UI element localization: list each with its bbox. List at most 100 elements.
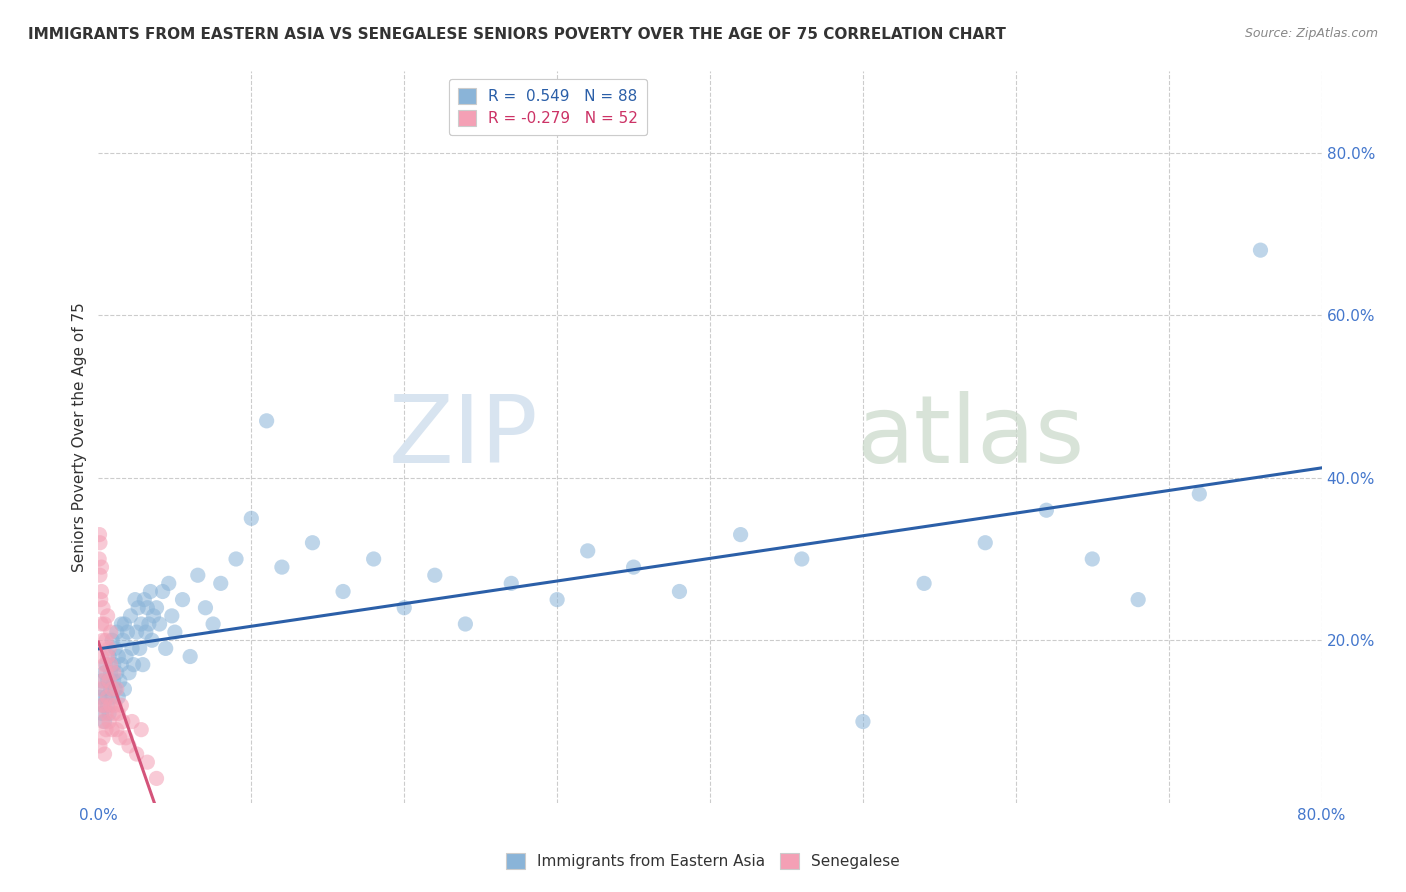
Point [93, 714, 115, 729]
Point [103, 706, 125, 721]
Point [546, 592, 568, 607]
Point [98, 706, 121, 721]
Point [101, 723, 124, 737]
Point [1249, 243, 1271, 257]
Point [97, 673, 120, 688]
Point [100, 698, 122, 713]
Point [125, 625, 148, 640]
Point [91, 681, 114, 696]
Point [149, 617, 172, 632]
Point [94, 657, 117, 672]
Point [89, 690, 111, 705]
Point [98, 673, 121, 688]
Point [107, 649, 129, 664]
Point [111, 714, 134, 729]
Point [115, 731, 138, 745]
Point [124, 592, 146, 607]
Point [91, 731, 114, 745]
Point [93, 617, 115, 632]
Point [90, 706, 112, 721]
Point [1081, 552, 1104, 566]
Point [120, 608, 142, 623]
Point [89, 552, 111, 566]
Point [110, 617, 132, 632]
Point [225, 552, 247, 566]
Point [160, 608, 183, 623]
Point [136, 755, 159, 769]
Point [105, 665, 128, 680]
Point [103, 657, 125, 672]
Point [129, 723, 152, 737]
Point [103, 665, 125, 680]
Point [118, 665, 141, 680]
Point [89, 739, 111, 753]
Point [89, 568, 111, 582]
Point [97, 608, 120, 623]
Point [270, 560, 292, 574]
Point [576, 544, 599, 558]
Point [98, 649, 121, 664]
Point [363, 552, 385, 566]
Point [172, 592, 194, 607]
Point [301, 535, 323, 549]
Point [91, 714, 114, 729]
Point [332, 584, 354, 599]
Point [110, 698, 132, 713]
Point [97, 690, 120, 705]
Point [94, 723, 117, 737]
Point [91, 673, 114, 688]
Point [1035, 503, 1057, 517]
Point [105, 681, 128, 696]
Point [1188, 487, 1211, 501]
Point [155, 641, 177, 656]
Text: Source: ZipAtlas.com: Source: ZipAtlas.com [1244, 27, 1378, 40]
Point [256, 414, 278, 428]
Point [94, 633, 117, 648]
Point [134, 592, 156, 607]
Point [94, 665, 117, 680]
Point [125, 747, 148, 761]
Point [100, 657, 122, 672]
Point [974, 535, 997, 549]
Point [110, 657, 132, 672]
Point [117, 625, 139, 640]
Point [392, 600, 416, 615]
Point [90, 584, 112, 599]
Y-axis label: Seniors Poverty Over the Age of 75: Seniors Poverty Over the Age of 75 [72, 302, 87, 572]
Point [423, 568, 446, 582]
Point [94, 690, 117, 705]
Point [107, 706, 129, 721]
Point [501, 576, 523, 591]
Point [104, 681, 127, 696]
Point [108, 731, 131, 745]
Point [100, 665, 122, 680]
Point [90, 649, 112, 664]
Point [163, 625, 186, 640]
Point [105, 723, 128, 737]
Point [103, 673, 125, 688]
Point [112, 617, 135, 632]
Point [1128, 592, 1150, 607]
Point [129, 617, 152, 632]
Point [91, 698, 114, 713]
Point [240, 511, 263, 525]
Point [90, 698, 112, 713]
Point [89, 681, 111, 696]
Point [98, 714, 121, 729]
Text: atlas: atlas [856, 391, 1085, 483]
Point [121, 714, 143, 729]
Point [454, 617, 477, 632]
Point [122, 657, 145, 672]
Point [94, 706, 117, 721]
Point [623, 560, 645, 574]
Point [132, 657, 155, 672]
Point [127, 600, 149, 615]
Point [912, 576, 935, 591]
Point [157, 576, 180, 591]
Point [90, 673, 112, 688]
Point [93, 657, 115, 672]
Point [90, 617, 112, 632]
Point [141, 633, 163, 648]
Point [90, 592, 112, 607]
Point [209, 576, 232, 591]
